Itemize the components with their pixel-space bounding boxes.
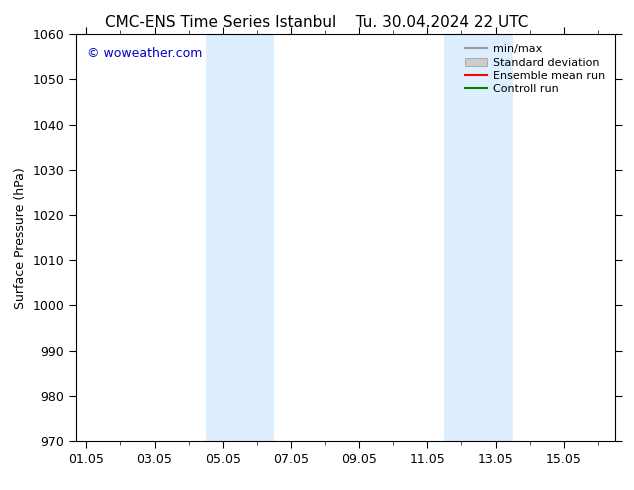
Bar — [444, 34, 513, 441]
Y-axis label: Surface Pressure (hPa): Surface Pressure (hPa) — [14, 167, 27, 309]
Text: CMC-ENS Time Series Istanbul    Tu. 30.04.2024 22 UTC: CMC-ENS Time Series Istanbul Tu. 30.04.2… — [105, 15, 529, 30]
Legend: min/max, Standard deviation, Ensemble mean run, Controll run: min/max, Standard deviation, Ensemble me… — [460, 40, 609, 99]
Bar — [205, 34, 274, 441]
Text: © woweather.com: © woweather.com — [87, 47, 202, 59]
